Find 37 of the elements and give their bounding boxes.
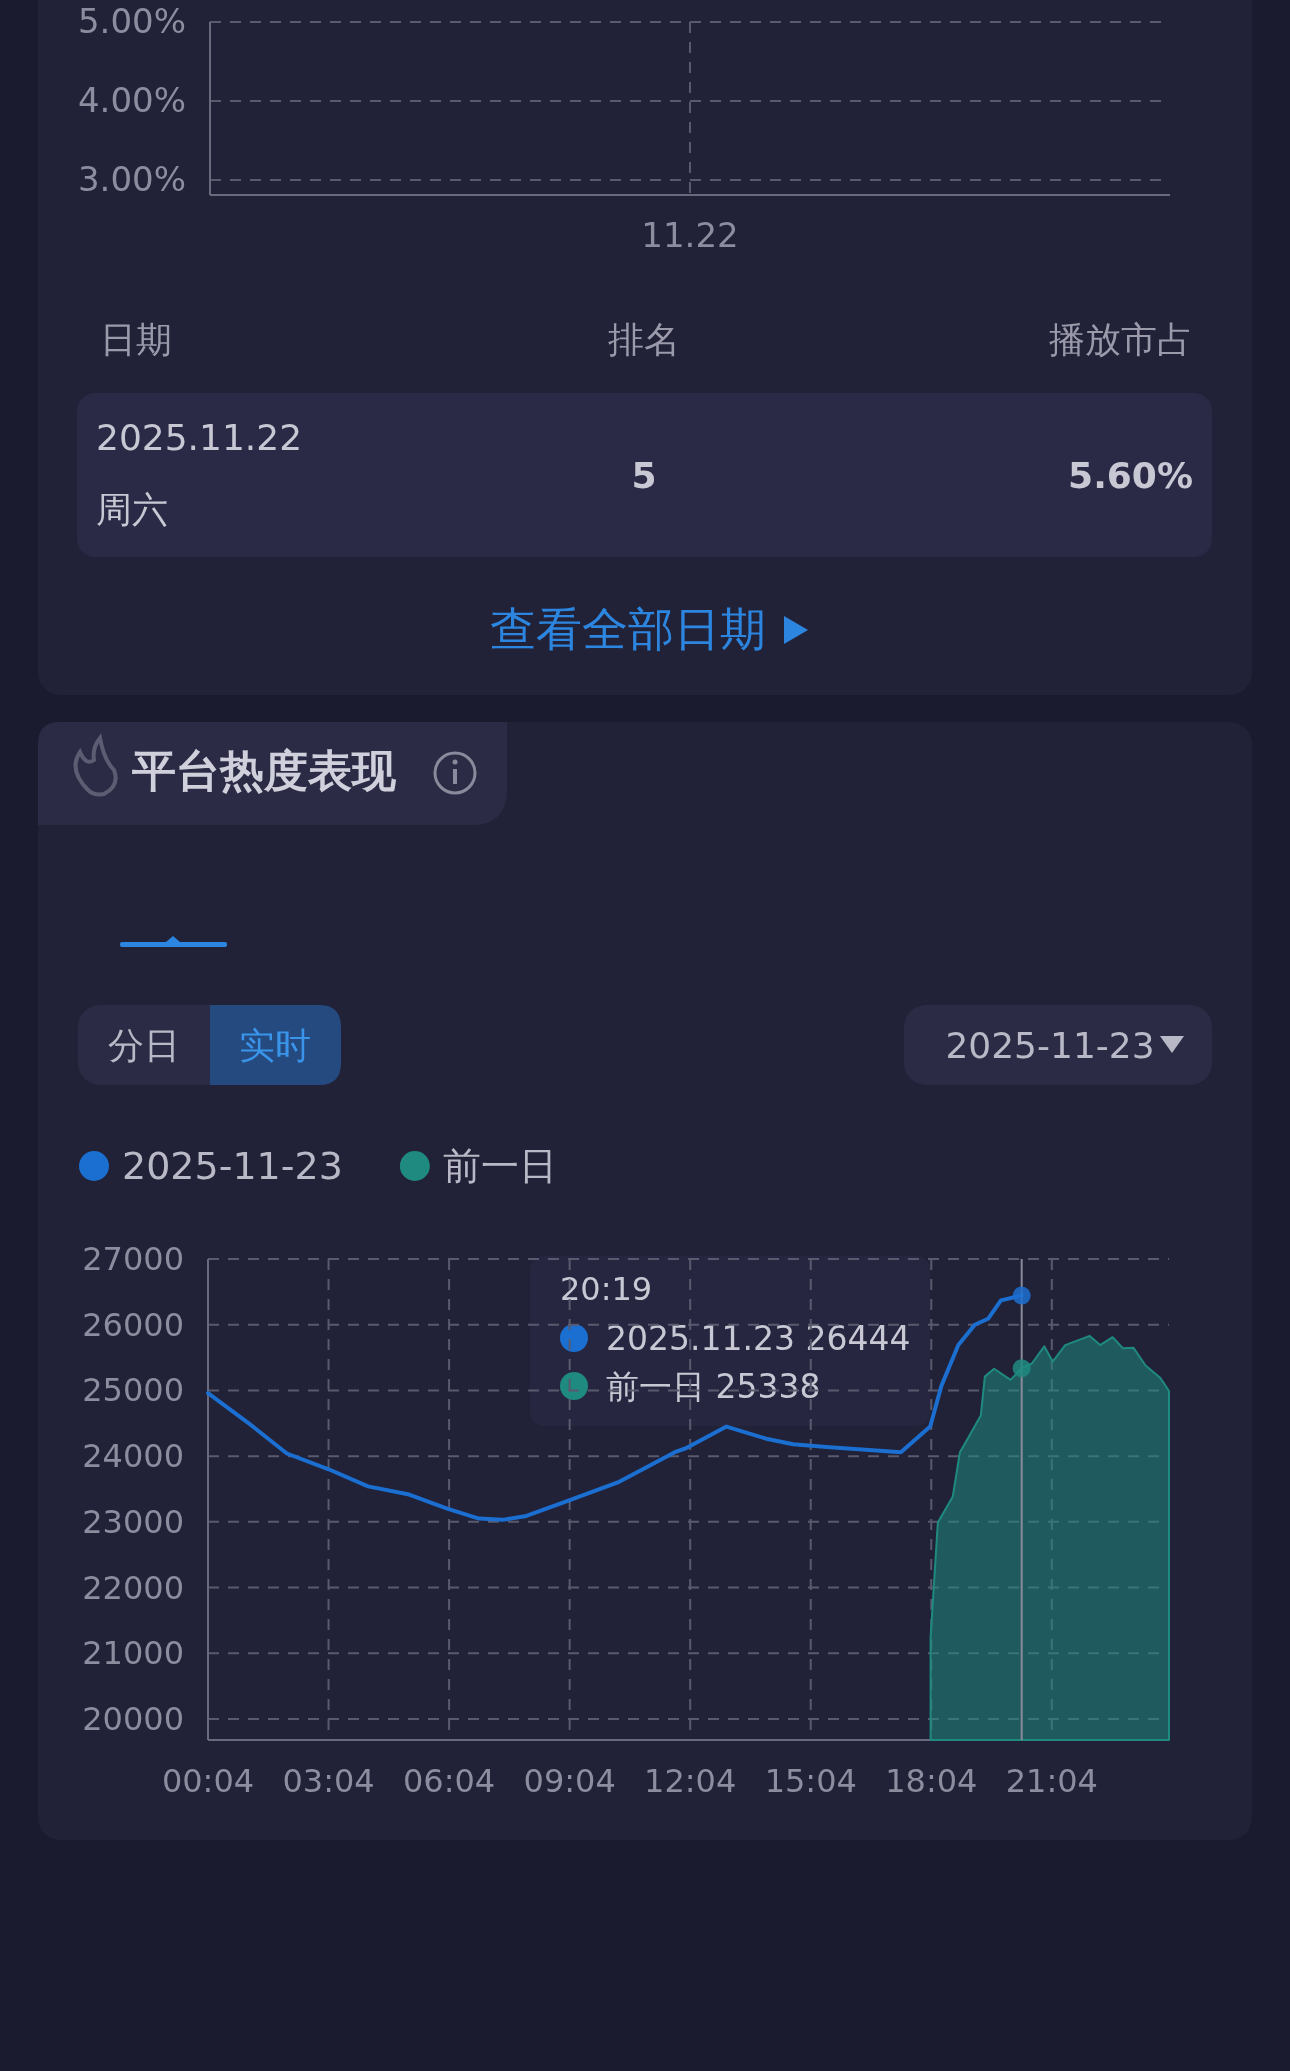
annotation: 前一日 25338 (606, 1367, 821, 1406)
y-tick-label: 3.00% (77, 158, 186, 199)
text: 2025.11.22 (96, 417, 303, 458)
annotation: 20:19 (560, 1270, 653, 1308)
x-tick-label: 09:04 (523, 1762, 616, 1800)
legend-label: 2025-11-23 (122, 1144, 343, 1188)
x-tick-label: 00:04 (161, 1762, 255, 1800)
y-tick-label: 4.00% (77, 80, 186, 120)
x-tick-label: 18:04 (885, 1762, 978, 1800)
x-tick-label: 21:04 (1005, 1762, 1098, 1800)
text: 排名 (608, 319, 680, 360)
x-tick-label: 06:04 (402, 1762, 496, 1800)
text: 日期 (100, 319, 172, 360)
legend-label: 前一日 (442, 1144, 557, 1188)
text: 5.60% (1068, 455, 1193, 496)
x-tick-label: 11.22 (641, 215, 739, 255)
annotation: 2025.11.23 26444 (606, 1319, 911, 1358)
y-tick-label: 20000 (82, 1699, 184, 1738)
text: 2025-11-23 (945, 1025, 1155, 1066)
text: 实时 (239, 1025, 311, 1066)
x-tick-label: 12:04 (644, 1762, 737, 1800)
y-tick-label: 23000 (82, 1502, 184, 1541)
text: 5 (631, 455, 657, 496)
y-tick-label: 21000 (82, 1634, 184, 1673)
text: 周六 (96, 489, 168, 530)
x-tick-label: 15:04 (764, 1762, 857, 1800)
text: 播放市占 (1049, 319, 1193, 360)
y-tick-label: 26000 (82, 1305, 184, 1344)
x-tick-label: 03:04 (282, 1762, 375, 1800)
y-tick-label: 22000 (82, 1568, 184, 1607)
y-tick-label: 25000 (82, 1371, 184, 1410)
text: 查看全部日期 (490, 602, 766, 656)
chart-title: 平台热度表现 (132, 745, 397, 796)
text: 分日 (108, 1025, 180, 1066)
y-tick-label: 24000 (82, 1437, 184, 1476)
y-tick-label: 27000 (82, 1240, 184, 1278)
y-tick-label: 5.00% (77, 1, 186, 41)
